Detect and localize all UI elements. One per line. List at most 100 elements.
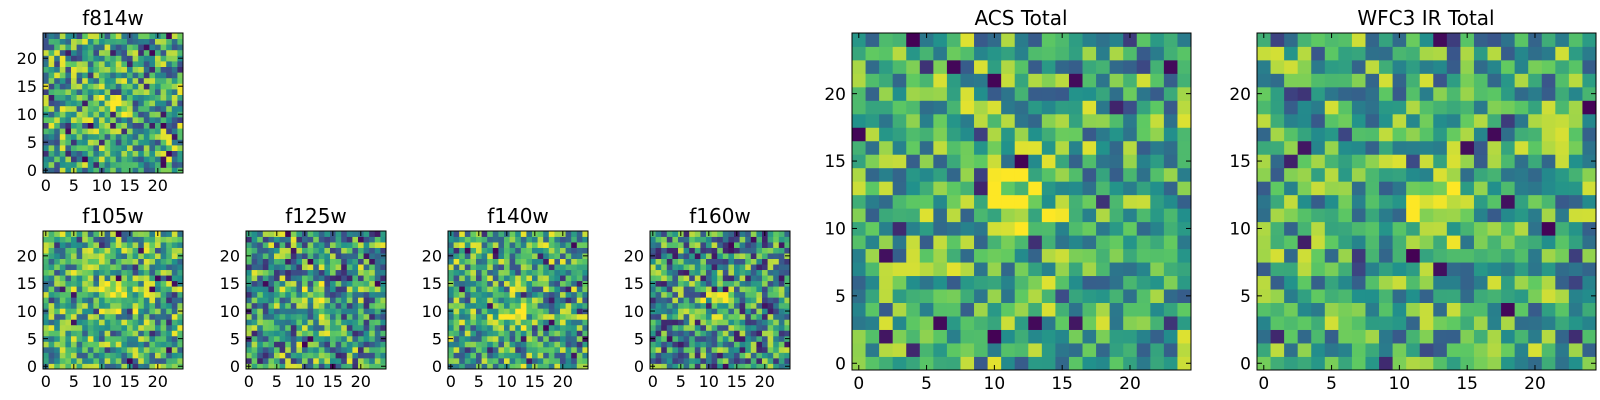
heatmap-cell bbox=[960, 73, 975, 88]
heatmap-cell bbox=[762, 302, 768, 309]
heatmap-cell bbox=[138, 291, 145, 298]
heatmap-cell bbox=[448, 286, 454, 293]
heatmap-cell bbox=[470, 308, 477, 315]
heatmap-cell bbox=[492, 258, 499, 265]
heatmap-cell bbox=[1150, 302, 1165, 317]
heatmap-cell bbox=[177, 231, 184, 237]
heatmap-cell bbox=[706, 352, 712, 359]
heatmap-cell bbox=[919, 356, 934, 371]
heatmap-cell bbox=[1528, 127, 1543, 142]
heatmap-cell bbox=[974, 140, 988, 155]
heatmap-cell bbox=[138, 363, 145, 370]
heatmap-cell bbox=[160, 242, 167, 248]
heatmap-cell bbox=[121, 33, 128, 39]
heatmap-cell bbox=[76, 44, 83, 51]
heatmap-cell bbox=[650, 330, 656, 337]
heatmap-cell bbox=[565, 308, 572, 315]
heatmap-cell bbox=[104, 247, 111, 254]
heatmap-cell bbox=[1324, 248, 1339, 263]
heatmap-cell bbox=[509, 313, 516, 320]
heatmap-cell bbox=[149, 346, 156, 353]
heatmap-cell bbox=[1284, 154, 1299, 169]
heatmap-cell bbox=[71, 236, 77, 243]
heatmap-cell bbox=[380, 313, 387, 320]
heatmap-cell bbox=[274, 253, 280, 259]
heatmap-cell bbox=[121, 313, 128, 320]
heatmap-cell bbox=[110, 61, 117, 67]
heatmap-cell bbox=[149, 269, 156, 276]
heatmap-cell bbox=[576, 335, 583, 342]
heatmap-cell bbox=[1270, 127, 1285, 142]
heatmap-cell bbox=[1028, 221, 1043, 236]
heatmap-cell bbox=[121, 330, 128, 337]
heatmap-cell bbox=[127, 139, 133, 146]
x-tick-label: 15 bbox=[1051, 374, 1073, 394]
heatmap-cell bbox=[99, 319, 105, 326]
panel-title: WFC3 IR Total bbox=[1357, 6, 1494, 30]
heatmap-cell bbox=[1136, 275, 1151, 290]
heatmap-cell bbox=[1582, 33, 1597, 47]
heatmap-cell bbox=[892, 86, 907, 101]
heatmap-cell bbox=[504, 313, 510, 320]
heatmap-cell bbox=[307, 324, 314, 331]
heatmap-cell bbox=[470, 297, 477, 304]
heatmap-cell bbox=[974, 275, 988, 290]
heatmap-cell bbox=[143, 291, 150, 298]
heatmap-cell bbox=[504, 258, 510, 265]
heatmap-cell bbox=[722, 236, 729, 243]
heatmap-cell bbox=[762, 286, 768, 293]
heatmap-cell bbox=[1379, 194, 1393, 209]
heatmap-cell bbox=[166, 231, 173, 237]
heatmap-cell bbox=[865, 343, 880, 357]
heatmap-cell bbox=[1284, 140, 1299, 155]
heatmap-cell bbox=[93, 291, 100, 298]
heatmap-cell bbox=[906, 289, 921, 303]
heatmap-cell bbox=[138, 302, 145, 309]
heatmap-cell bbox=[93, 122, 100, 129]
heatmap-cell bbox=[1433, 262, 1448, 277]
heatmap-cell bbox=[576, 330, 583, 337]
heatmap-cell bbox=[459, 269, 466, 276]
heatmap-cell bbox=[739, 330, 746, 337]
heatmap-cell bbox=[93, 83, 100, 90]
heatmap-cell bbox=[1406, 154, 1421, 169]
heatmap-cell bbox=[274, 269, 280, 276]
heatmap-cell bbox=[1123, 262, 1138, 277]
heatmap-cell bbox=[1473, 59, 1488, 74]
heatmap-cell bbox=[76, 77, 83, 84]
heatmap-cell bbox=[784, 258, 791, 265]
heatmap-cell bbox=[879, 289, 894, 303]
heatmap-cell bbox=[121, 139, 128, 146]
heatmap-cell bbox=[87, 117, 94, 123]
heatmap-cell bbox=[666, 286, 673, 293]
heatmap-cell bbox=[71, 286, 77, 293]
heatmap-cell bbox=[565, 357, 572, 364]
heatmap-cell bbox=[919, 235, 934, 250]
heatmap-cell bbox=[335, 275, 342, 282]
heatmap-cell bbox=[492, 308, 499, 315]
heatmap-cell bbox=[1109, 46, 1124, 61]
heatmap-cell bbox=[262, 330, 269, 337]
heatmap-cell bbox=[43, 133, 49, 140]
heatmap-cell bbox=[138, 236, 145, 243]
heatmap-cell bbox=[1284, 86, 1299, 101]
heatmap-cell bbox=[65, 357, 72, 364]
heatmap-cell bbox=[879, 302, 894, 317]
heatmap-cell bbox=[1001, 275, 1016, 290]
heatmap-cell bbox=[1351, 289, 1366, 303]
heatmap-cell bbox=[571, 258, 578, 265]
heatmap-cell bbox=[54, 49, 61, 56]
heatmap-cell bbox=[363, 319, 370, 326]
heatmap-cell bbox=[745, 275, 752, 282]
heatmap-cell bbox=[892, 235, 907, 250]
heatmap-cell bbox=[750, 280, 757, 287]
heatmap-cell bbox=[369, 335, 376, 342]
heatmap-cell bbox=[1338, 33, 1353, 47]
heatmap-cell bbox=[143, 55, 150, 62]
heatmap-cell bbox=[127, 236, 133, 243]
heatmap-cell bbox=[313, 275, 320, 282]
heatmap-cell bbox=[543, 280, 550, 287]
heatmap-cell bbox=[1109, 194, 1124, 209]
heatmap-cell bbox=[946, 316, 961, 330]
heatmap-cell bbox=[59, 319, 66, 326]
